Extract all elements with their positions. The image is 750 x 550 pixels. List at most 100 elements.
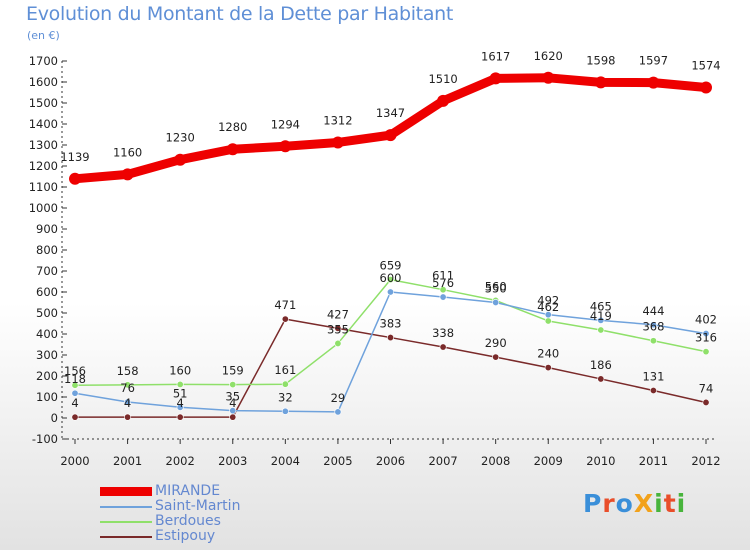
data-label: 659 bbox=[380, 259, 402, 273]
series-line-mirande bbox=[70, 73, 711, 184]
chart-unit: (en €) bbox=[27, 29, 60, 42]
data-label: 1620 bbox=[534, 49, 563, 63]
data-point bbox=[439, 293, 447, 301]
data-label: 560 bbox=[485, 279, 507, 293]
data-point bbox=[176, 403, 184, 411]
data-label: 383 bbox=[380, 317, 402, 331]
y-tick-label: 1400 bbox=[29, 117, 58, 131]
data-point bbox=[386, 276, 394, 284]
y-tick-label: 1500 bbox=[29, 96, 58, 110]
legend-item: MIRANDE bbox=[100, 484, 240, 499]
data-label: 611 bbox=[432, 269, 454, 283]
data-point bbox=[597, 375, 605, 383]
data-label: 35 bbox=[225, 390, 240, 404]
data-label: 186 bbox=[590, 358, 612, 372]
x-tick-label: 2012 bbox=[691, 454, 720, 468]
data-label: 338 bbox=[432, 326, 454, 340]
data-label: 1617 bbox=[481, 49, 510, 63]
y-tick-label: 200 bbox=[36, 369, 58, 383]
data-label: 402 bbox=[695, 313, 717, 327]
data-label: 76 bbox=[120, 381, 135, 395]
data-point bbox=[594, 76, 607, 89]
data-point bbox=[281, 315, 289, 323]
chart-title: Evolution du Montant de la Dette par Hab… bbox=[26, 3, 454, 25]
data-point bbox=[702, 330, 710, 338]
data-point bbox=[386, 288, 394, 296]
data-point bbox=[700, 81, 712, 94]
x-tick-label: 2002 bbox=[166, 454, 195, 468]
legend-item: Saint-Martin bbox=[100, 499, 240, 514]
y-tick-label: 1000 bbox=[29, 201, 58, 215]
data-label: 1139 bbox=[60, 150, 89, 164]
data-label: 160 bbox=[169, 363, 191, 377]
data-label: 1510 bbox=[428, 72, 457, 86]
data-label: 118 bbox=[64, 372, 86, 386]
data-label: 74 bbox=[699, 381, 714, 395]
data-label: 1347 bbox=[376, 106, 405, 120]
data-label: 1160 bbox=[113, 145, 142, 159]
y-tick-label: 300 bbox=[36, 348, 58, 362]
data-label: 240 bbox=[537, 347, 559, 361]
data-point bbox=[544, 311, 552, 319]
data-point bbox=[386, 334, 394, 342]
data-label: 368 bbox=[642, 320, 664, 334]
data-point bbox=[281, 380, 289, 388]
data-label: 161 bbox=[274, 363, 296, 377]
y-tick-label: 0 bbox=[51, 411, 58, 425]
x-tick-label: 2003 bbox=[218, 454, 247, 468]
y-tick-label: 800 bbox=[36, 243, 58, 257]
legend-swatch bbox=[100, 487, 152, 496]
y-tick-label: 400 bbox=[36, 327, 58, 341]
y-tick-label: 900 bbox=[36, 222, 58, 236]
x-tick-label: 2010 bbox=[586, 454, 615, 468]
data-point bbox=[384, 129, 397, 142]
x-tick-label: 2011 bbox=[639, 454, 668, 468]
data-point bbox=[649, 386, 657, 394]
data-label: 465 bbox=[590, 299, 612, 313]
data-label: 600 bbox=[380, 271, 402, 285]
data-point bbox=[124, 413, 132, 421]
data-label: 1574 bbox=[691, 58, 720, 72]
data-point bbox=[544, 364, 552, 372]
data-label: 51 bbox=[173, 386, 188, 400]
legend-label: Estipouy bbox=[155, 528, 216, 544]
legend-label: MIRANDE bbox=[155, 483, 221, 499]
chart-legend: MIRANDE Saint-Martin Berdoues Estipouy bbox=[100, 484, 240, 544]
data-point bbox=[174, 153, 187, 166]
data-label: 492 bbox=[537, 294, 559, 308]
data-label: 444 bbox=[642, 304, 664, 318]
data-point bbox=[226, 143, 239, 156]
data-point bbox=[489, 72, 502, 85]
data-label: 427 bbox=[327, 307, 349, 321]
proxiti-logo: ProXiti bbox=[583, 489, 687, 518]
data-label: 4 bbox=[177, 396, 184, 410]
x-tick-label: 2000 bbox=[60, 454, 89, 468]
data-label: 4 bbox=[124, 396, 131, 410]
data-label: 131 bbox=[642, 369, 664, 383]
legend-label: Saint-Martin bbox=[155, 498, 241, 514]
data-point bbox=[437, 94, 450, 107]
data-label: 419 bbox=[590, 309, 612, 323]
data-point bbox=[334, 339, 342, 347]
data-label: 290 bbox=[485, 336, 507, 350]
data-point bbox=[176, 413, 184, 421]
y-tick-label: 600 bbox=[36, 285, 58, 299]
data-point bbox=[439, 286, 447, 294]
data-point bbox=[124, 381, 132, 389]
y-tick-label: 1100 bbox=[29, 180, 58, 194]
data-point bbox=[229, 407, 237, 415]
data-point bbox=[649, 321, 657, 329]
x-tick-label: 2009 bbox=[534, 454, 563, 468]
legend-label: Berdoues bbox=[155, 513, 221, 529]
data-point bbox=[279, 140, 292, 153]
data-point bbox=[334, 324, 342, 332]
data-label: 316 bbox=[695, 331, 717, 345]
data-label: 159 bbox=[222, 364, 244, 378]
data-point bbox=[544, 317, 552, 325]
data-label: 471 bbox=[274, 298, 296, 312]
data-label: 1597 bbox=[639, 54, 668, 68]
data-point bbox=[597, 326, 605, 334]
y-tick-label: 100 bbox=[36, 390, 58, 404]
data-label: 576 bbox=[432, 276, 454, 290]
data-point bbox=[331, 136, 344, 149]
